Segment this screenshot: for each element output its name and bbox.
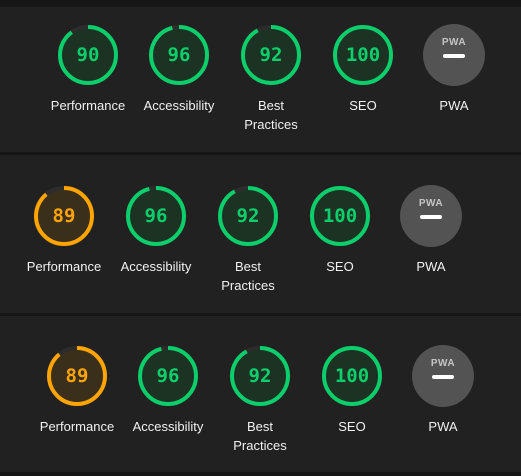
label-line-1: Best [246, 419, 273, 434]
pwa-ring: PWA [423, 24, 485, 86]
pwa-badge-text: PWA [418, 198, 444, 209]
gauge-label: Performance [39, 419, 115, 434]
score-value: 100 [345, 44, 381, 66]
gauge-label: PWA [439, 98, 469, 113]
pwa-dash-icon [420, 215, 442, 219]
score-ring: 100 [309, 185, 371, 247]
score-value: 96 [156, 365, 180, 387]
gauge-seo[interactable]: 100 SEO [320, 24, 406, 115]
score-value: 92 [236, 205, 260, 227]
pwa-ring: PWA [412, 345, 474, 407]
pwa-badge: PWA [423, 24, 485, 86]
gauge-arc [138, 346, 198, 406]
score-value: 96 [167, 44, 191, 66]
pwa-badge-text: PWA [430, 358, 456, 369]
gauge-arc [333, 25, 393, 85]
report-panel-3: 89 Performance 96 Accessibility 92 Best P… [0, 316, 521, 472]
score-ring: 92 [240, 24, 302, 86]
gauge-label: SEO [326, 259, 354, 274]
gauge-label: Accessibility [132, 419, 204, 434]
gauge-accessibility[interactable]: 96 Accessibility [125, 345, 211, 436]
score-value: 90 [76, 44, 100, 66]
gauge-label: PWA [428, 419, 458, 434]
score-value: 100 [334, 365, 370, 387]
gauge-label: SEO [338, 419, 366, 434]
gauge-pwa[interactable]: PWA PWA [388, 185, 474, 276]
score-ring: 89 [46, 345, 108, 407]
label-line-2: Practices [233, 438, 287, 453]
gauge-best-practices[interactable]: 92 Best Practices [228, 24, 314, 134]
gauge-label: Performance [50, 98, 126, 113]
gauge-performance[interactable]: 89 Performance [21, 185, 107, 276]
score-ring: 92 [229, 345, 291, 407]
gauge-accessibility[interactable]: 96 Accessibility [113, 185, 199, 276]
gauge-pwa[interactable]: PWA PWA [411, 24, 497, 115]
score-ring: 90 [57, 24, 119, 86]
pwa-badge: PWA [412, 345, 474, 407]
label-line-2: Practices [221, 278, 275, 293]
gauge-arc [126, 186, 186, 246]
gauge-arc [47, 346, 107, 406]
gauge-label: Best Practices [217, 417, 303, 455]
score-ring: 96 [137, 345, 199, 407]
score-ring: 89 [33, 185, 95, 247]
gauge-arc [241, 25, 301, 85]
gauge-label: PWA [416, 259, 446, 274]
pwa-badge: PWA [400, 185, 462, 247]
gauge-arc [230, 346, 290, 406]
pwa-dash-icon [443, 54, 465, 58]
score-value: 92 [259, 44, 283, 66]
gauge-seo[interactable]: 100 SEO [309, 345, 395, 436]
score-ring: 96 [125, 185, 187, 247]
gauge-arc [34, 186, 94, 246]
pwa-dash-icon [432, 375, 454, 379]
score-value: 92 [248, 365, 272, 387]
gauge-performance[interactable]: 89 Performance [34, 345, 120, 436]
score-ring: 100 [321, 345, 383, 407]
gauge-best-practices[interactable]: 92 Best Practices [217, 345, 303, 455]
gauge-label: Accessibility [120, 259, 192, 274]
report-panel-1: 90 Performance 96 Accessibility 92 Best P… [0, 7, 521, 152]
label-line-2: Practices [244, 117, 298, 132]
gauge-label: Accessibility [143, 98, 215, 113]
score-ring: 96 [148, 24, 210, 86]
gauge-best-practices[interactable]: 92 Best Practices [205, 185, 291, 295]
score-value: 89 [65, 365, 89, 387]
score-value: 100 [322, 205, 358, 227]
pwa-badge-text: PWA [441, 37, 467, 48]
gauge-label: Best Practices [205, 257, 291, 295]
gauge-arc [58, 25, 118, 85]
gauge-performance[interactable]: 90 Performance [45, 24, 131, 115]
gauge-pwa[interactable]: PWA PWA [400, 345, 486, 436]
gauge-accessibility[interactable]: 96 Accessibility [136, 24, 222, 115]
score-ring: 100 [332, 24, 394, 86]
gauge-seo[interactable]: 100 SEO [297, 185, 383, 276]
gauge-label: Performance [26, 259, 102, 274]
report-panel-2: 89 Performance 96 Accessibility 92 Best P… [0, 155, 521, 313]
gauge-arc [322, 346, 382, 406]
gauge-arc [310, 186, 370, 246]
gauge-arc [149, 25, 209, 85]
label-line-1: Best [234, 259, 261, 274]
score-value: 89 [52, 205, 76, 227]
gauge-label: SEO [349, 98, 377, 113]
gauge-arc [218, 186, 278, 246]
gauge-label: Best Practices [228, 96, 314, 134]
score-value: 96 [144, 205, 168, 227]
pwa-ring: PWA [400, 185, 462, 247]
label-line-1: Best [257, 98, 284, 113]
score-ring: 92 [217, 185, 279, 247]
